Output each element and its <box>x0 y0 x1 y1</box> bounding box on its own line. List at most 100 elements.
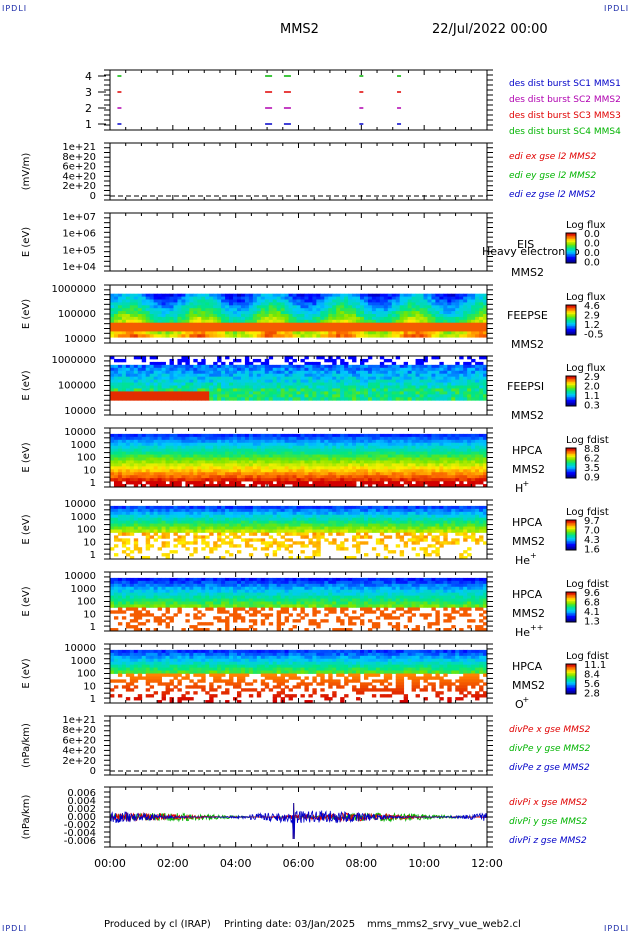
spectro-cell <box>431 373 436 378</box>
spectro-cell <box>451 370 456 375</box>
spectro-cell <box>399 379 405 383</box>
spectro-cell <box>371 308 377 312</box>
spectro-cell <box>367 463 373 467</box>
spectro-cell <box>471 469 476 473</box>
spectro-cell <box>312 466 317 470</box>
spectro-cell <box>387 373 393 378</box>
spectro-cell <box>360 314 365 318</box>
spectro-cell <box>201 397 206 401</box>
spectro-cell <box>304 460 309 464</box>
burst-ytick: 3 <box>85 86 92 99</box>
spectro-cell <box>316 391 321 395</box>
spectro-cell <box>344 478 349 482</box>
spectro-cell <box>252 293 258 297</box>
spectro-cell <box>165 385 170 389</box>
spectro-cell <box>288 481 293 485</box>
spectro-cell <box>157 314 162 318</box>
spectro-cell <box>467 469 472 473</box>
ytick-label: 0 <box>90 766 96 777</box>
spectro-cell <box>475 308 480 312</box>
spectro-cell <box>233 445 238 450</box>
spectro-cell <box>110 460 115 464</box>
spectro-cell <box>145 448 151 452</box>
spectro-cell <box>320 442 325 447</box>
spectro-cell <box>455 308 460 312</box>
spectro-cell <box>177 466 182 470</box>
spectro-cell <box>181 334 186 338</box>
spectro-cell <box>296 364 301 369</box>
spectro-cell <box>189 475 194 479</box>
spectro-cell <box>260 445 266 450</box>
spectro-cell <box>399 382 405 386</box>
spectro-cell <box>415 469 420 473</box>
spectro-cell <box>379 319 385 324</box>
spectro-cell <box>137 316 143 321</box>
spectro-cell <box>141 436 147 441</box>
spectro-cell <box>221 308 226 312</box>
spectro-cell <box>455 463 460 467</box>
spectro-cell <box>340 391 345 395</box>
spectro-cell <box>181 388 186 392</box>
spectro-cell <box>145 293 151 297</box>
spectro-cell <box>344 367 349 372</box>
spectro-cell <box>296 376 301 380</box>
spectro-cell <box>467 361 472 366</box>
spectro-cell <box>276 478 282 482</box>
spectro-cell <box>391 388 397 392</box>
spectro-cell <box>221 481 226 485</box>
spectro-cell <box>201 311 206 315</box>
spectro-cell <box>312 316 317 321</box>
spectro-cell <box>288 334 293 338</box>
spectro-cell <box>407 331 412 335</box>
spectro-cell <box>332 316 337 321</box>
spectro-cell <box>403 394 409 398</box>
spectro-cell <box>427 460 432 464</box>
spectro-cell <box>248 361 254 366</box>
spectro-cell <box>169 367 174 372</box>
spectro-cell <box>467 302 472 306</box>
spectro-cell <box>260 331 266 335</box>
ytick-label: 2e+20 <box>62 756 96 767</box>
spectro-cell <box>169 445 174 450</box>
spectro-cell <box>431 436 436 441</box>
spectro-cell <box>344 293 349 297</box>
spectro-cell <box>415 391 420 395</box>
spectro-cell <box>129 436 135 441</box>
spectro-cell <box>391 367 397 372</box>
spectro-cell <box>443 481 448 485</box>
spectro-cell <box>217 481 222 485</box>
spectro-cell <box>427 472 432 476</box>
spectro-cell <box>117 370 123 375</box>
eis-spacecraft: MMS2 <box>511 266 544 279</box>
spectro-cell <box>181 331 186 335</box>
spectro-cell <box>153 469 159 473</box>
spectro-cell <box>332 367 337 372</box>
spectro-cell <box>141 311 147 315</box>
spectro-cell <box>356 391 361 395</box>
spectro-cell <box>431 433 436 438</box>
spectro-cell <box>435 311 440 315</box>
spectro-cell <box>300 484 305 488</box>
spectro-cell <box>256 308 262 312</box>
spectro-cell <box>252 457 258 461</box>
spectro-cell <box>276 469 282 473</box>
spectro-cell <box>439 454 444 458</box>
spectro-cell <box>308 367 313 372</box>
spectro-cell <box>471 305 476 309</box>
spectro-cell <box>352 457 357 461</box>
spectro-cell <box>145 439 151 444</box>
spectro-cell <box>367 445 373 450</box>
spectro-cell <box>149 367 155 372</box>
spectro-cell <box>280 451 286 455</box>
spectro-cell <box>471 328 476 332</box>
spectro-cell <box>387 319 393 324</box>
spectro-cell <box>312 475 317 479</box>
spectro-cell <box>348 463 353 467</box>
ytick-label: 6e+20 <box>62 162 96 173</box>
spectro-cell <box>483 388 488 392</box>
spectro-cell <box>348 379 353 383</box>
spectro-cell <box>129 445 135 450</box>
spectro-cell <box>149 319 155 324</box>
spectro-cell <box>157 448 162 452</box>
spectro-cell <box>197 314 202 318</box>
